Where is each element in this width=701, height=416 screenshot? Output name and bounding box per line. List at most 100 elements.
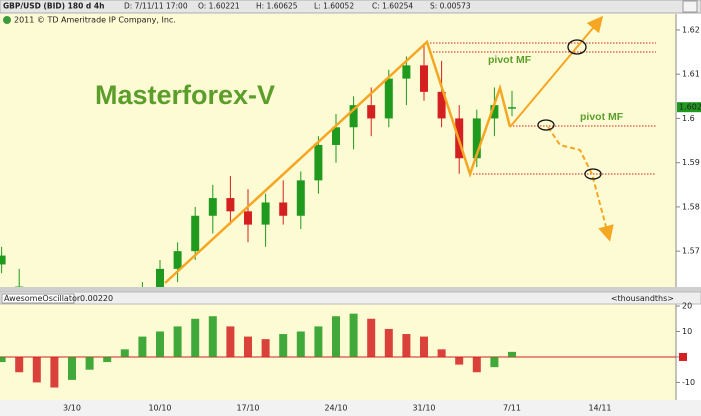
low: L: 1.60052 <box>314 2 354 11</box>
oscillator-bar <box>173 326 182 357</box>
oscillator-bar <box>156 331 164 357</box>
oscillator-bars <box>0 313 676 388</box>
oscillator-bar <box>296 331 305 357</box>
indicator-box <box>1 293 75 304</box>
open: O: 1.60221 <box>198 2 240 11</box>
y-tick-label: 1.62 <box>682 25 700 34</box>
candle-body <box>420 65 428 92</box>
oscillator-bar <box>15 356 24 373</box>
x-tick-label: 3/10 <box>63 404 81 413</box>
candle-body <box>296 180 305 216</box>
oscillator-bar <box>138 336 147 357</box>
marker-circle <box>567 39 587 55</box>
x-tick-label: 31/10 <box>412 404 435 413</box>
units-label: <thousandths> <box>611 294 674 303</box>
y-tick-label: 20 <box>682 302 692 311</box>
candle-body <box>490 105 499 119</box>
candle-body <box>191 215 200 252</box>
header-bar <box>0 0 701 14</box>
indicator-value: 0.0022 <box>80 294 108 303</box>
oscillator-bar <box>402 334 411 357</box>
y-tick-label: -10 <box>682 378 695 387</box>
marker-circle <box>537 119 555 131</box>
y-tick-label: 1.6 <box>682 114 695 123</box>
oscillator-bar <box>314 326 323 357</box>
x-tick-label: 10/10 <box>148 404 171 413</box>
candle-body <box>472 118 481 159</box>
chart-title: Masterforex-V <box>95 80 275 110</box>
oscillator-bar <box>508 351 516 357</box>
oscillator-bar <box>103 356 112 363</box>
oscillator-bar <box>208 316 217 357</box>
oscillator-header <box>0 291 701 305</box>
price-panel <box>0 14 676 287</box>
candle-body <box>208 198 217 216</box>
separator <box>0 287 701 292</box>
oscillator-bar <box>85 356 94 370</box>
indicator-status: 0 <box>108 294 113 303</box>
oscillator-bar <box>420 336 428 357</box>
oscillator-bar <box>349 313 358 357</box>
candle-body <box>0 255 6 265</box>
oscillator-bar <box>367 318 376 357</box>
oscillator-bar <box>0 356 6 363</box>
candle-body <box>156 268 164 287</box>
oscillator-bar <box>261 339 270 357</box>
oscillator-bar <box>455 356 464 365</box>
annotations <box>164 15 656 284</box>
oscillator-bar <box>32 356 41 383</box>
candle-body <box>384 78 393 119</box>
candle-body <box>173 251 182 269</box>
annotation: pivot MF <box>488 54 532 66</box>
oscillator-bar <box>244 336 252 357</box>
trend-line <box>164 39 512 284</box>
projection-arrow <box>509 15 604 128</box>
candle-body <box>367 105 376 119</box>
copyright: 2011 © TD Ameritrade IP Company, Inc. <box>14 16 176 25</box>
candle-body <box>508 107 516 109</box>
marker-circle <box>584 168 602 180</box>
oscillator-bar <box>50 356 59 388</box>
last-price-label: 1.602 <box>679 103 701 112</box>
oscillator-bar <box>226 326 235 357</box>
annotation: pivot MF <box>580 111 624 123</box>
candle-body <box>437 91 446 119</box>
candle-body <box>314 144 323 181</box>
candle-body <box>226 198 235 212</box>
zero-marker <box>679 352 687 361</box>
candle-body <box>349 105 358 128</box>
oscillator-bar <box>472 356 481 373</box>
oscillator-bar <box>384 328 393 357</box>
x-axis-bar <box>0 400 701 416</box>
oscillator-bar <box>279 334 288 357</box>
oscillator-bar <box>191 318 200 357</box>
oscillator-bar <box>68 356 76 380</box>
x-tick-label: 7/11 <box>503 404 521 413</box>
oscillator-bar <box>332 316 340 357</box>
oscillator-bar <box>490 356 499 368</box>
y-tick-label: 1.59 <box>682 158 700 167</box>
spread: S: 0.00573 <box>430 2 471 11</box>
candle-body <box>279 202 288 216</box>
indicator-name: AwesomeOscillator <box>4 294 81 303</box>
oscillator-bar <box>437 349 446 357</box>
scroll-button[interactable] <box>682 0 698 13</box>
y-tick-label: 1.61 <box>682 70 700 79</box>
candle-body <box>332 127 340 145</box>
candle-body <box>402 65 411 79</box>
candle-body <box>244 211 252 225</box>
projection-arrow <box>547 126 614 242</box>
x-tick-label: 24/10 <box>324 404 347 413</box>
symbol: GBP/USD (BID) 180 d 4h <box>3 2 104 11</box>
candle-body <box>15 286 24 287</box>
date: D: 7/11/11 17:00 <box>124 2 188 11</box>
x-tick-label: 14/11 <box>588 404 611 413</box>
candle-body <box>261 202 270 225</box>
y-tick-label: 1.57 <box>682 247 700 256</box>
info-icon <box>3 16 11 24</box>
last-price-box <box>677 102 701 113</box>
oscillator-bar <box>120 349 129 357</box>
close: C: 1.60254 <box>372 2 413 11</box>
y-tick-label: 1.58 <box>682 202 700 211</box>
